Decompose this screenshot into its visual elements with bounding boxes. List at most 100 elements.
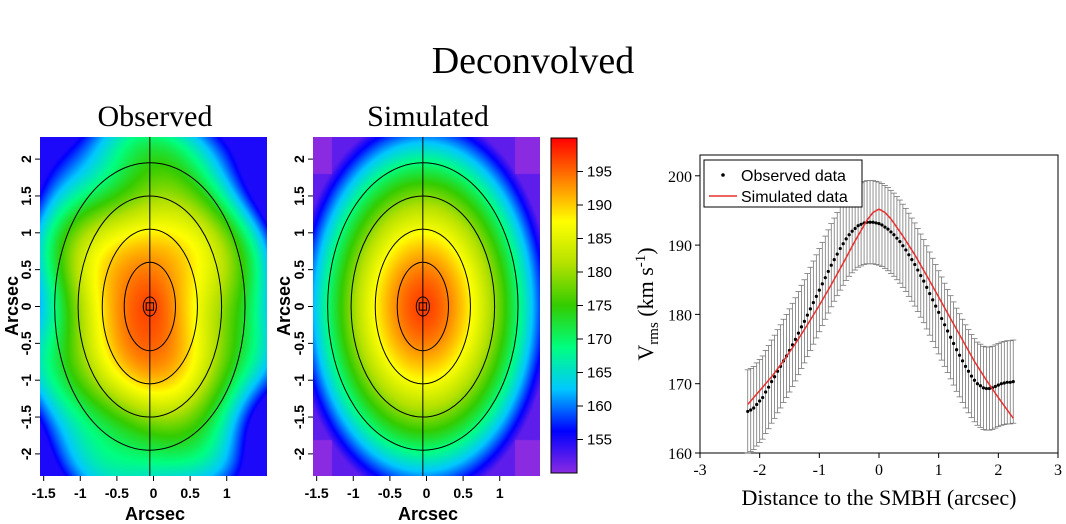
observed-point bbox=[811, 301, 815, 305]
colorbar-tick-label: 190 bbox=[587, 197, 612, 214]
observed-point bbox=[772, 375, 777, 379]
observed-point bbox=[937, 310, 941, 314]
observed-contours bbox=[54, 137, 246, 476]
observed-point bbox=[946, 329, 950, 333]
observed-point bbox=[835, 252, 839, 256]
observed-point bbox=[960, 359, 965, 363]
colorbar-tick-label: 160 bbox=[587, 398, 612, 415]
colorbar-tick-label: 195 bbox=[587, 164, 612, 181]
profile-x-tick-label: 2 bbox=[994, 462, 1002, 479]
ylabel-v: V bbox=[633, 345, 658, 361]
colorbar-tick-label: 185 bbox=[587, 231, 612, 248]
x-tick-label: 0 bbox=[423, 485, 431, 501]
simulated-velocity-map: -1.5 -1 -0.5 0 0.5 1 -2 -1.5 -1 -0.5 0 0.5 1 1.5 2 bbox=[291, 137, 540, 501]
simulated-xlabel: Arcsec bbox=[398, 504, 458, 524]
observed-panel-title: Observed bbox=[98, 100, 213, 133]
observed-point bbox=[943, 323, 947, 327]
observed-errorbars bbox=[744, 180, 1017, 454]
observed-point bbox=[928, 292, 932, 296]
observed-point bbox=[755, 402, 759, 407]
observed-xlabel: Arcsec bbox=[125, 504, 185, 524]
observed-point bbox=[1011, 380, 1015, 384]
observed-point bbox=[969, 374, 974, 378]
observed-ylabel: Arcsec bbox=[2, 276, 22, 336]
observed-point bbox=[895, 236, 899, 240]
profile-x-tick-label: -3 bbox=[693, 462, 706, 479]
observed-points bbox=[746, 220, 1015, 414]
figure-title: Deconvolved bbox=[432, 40, 635, 82]
y-tick-label: -2 bbox=[291, 447, 307, 460]
observed-point bbox=[793, 337, 798, 341]
observed-point bbox=[823, 276, 827, 280]
profile-legend: Observed data Simulated data bbox=[703, 159, 863, 208]
colorbar: 155 160 165 170 175 180 185 190 195 bbox=[550, 137, 612, 474]
observed-point bbox=[764, 390, 768, 394]
observed-point bbox=[892, 233, 896, 237]
observed-point bbox=[957, 353, 962, 357]
observed-point bbox=[889, 230, 893, 234]
observed-point bbox=[826, 269, 830, 274]
observed-point bbox=[934, 304, 938, 308]
observed-point bbox=[966, 369, 971, 373]
observed-point bbox=[972, 378, 977, 382]
ylabel-units: (km s bbox=[633, 267, 658, 317]
y-tick-label: -0.5 bbox=[18, 331, 34, 355]
colorbar-tick-label: 175 bbox=[587, 298, 612, 315]
profile-y-tick-label: 160 bbox=[668, 446, 692, 463]
observed-point bbox=[916, 268, 920, 272]
profile-x-tick-label: -2 bbox=[753, 462, 766, 479]
x-tick-label: -0.5 bbox=[378, 485, 402, 501]
legend-observed-label: Observed data bbox=[741, 168, 846, 185]
simulated-contours bbox=[327, 137, 519, 476]
profile-x-tick-label: 3 bbox=[1054, 462, 1062, 479]
observed-point bbox=[817, 288, 821, 292]
observed-point bbox=[949, 335, 953, 339]
observed-point bbox=[999, 382, 1003, 386]
simulated-map-axes: -1.5 -1 -0.5 0 0.5 1 -2 -1.5 -1 -0.5 0 0.5 1 1.5 2 bbox=[291, 155, 504, 501]
profile-x-tick-label: -1 bbox=[813, 462, 826, 479]
legend-simulated-label: Simulated data bbox=[741, 189, 848, 206]
x-tick-label: 0 bbox=[150, 485, 158, 501]
legend-observed-marker bbox=[721, 173, 725, 177]
y-tick-label: 0 bbox=[291, 302, 307, 310]
observed-point bbox=[874, 221, 878, 225]
observed-point bbox=[770, 380, 774, 384]
y-tick-label: -1 bbox=[18, 374, 34, 387]
ylabel-units-sup: -1 bbox=[633, 255, 649, 268]
observed-point bbox=[978, 384, 983, 388]
observed-point bbox=[913, 262, 917, 267]
profile-xlabel: Distance to the SMBH (arcsec) bbox=[742, 485, 1017, 510]
observed-point bbox=[868, 220, 872, 224]
observed-point bbox=[886, 227, 890, 231]
observed-point bbox=[841, 242, 845, 246]
observed-point bbox=[877, 222, 881, 226]
observed-point bbox=[883, 225, 887, 229]
profile-ylabel: Vrms (km s-1) bbox=[633, 247, 662, 360]
y-tick-label: 0.5 bbox=[18, 260, 34, 280]
observed-point bbox=[984, 386, 989, 391]
legend-box bbox=[703, 159, 863, 208]
y-tick-label: 1.5 bbox=[291, 186, 307, 206]
observed-point bbox=[963, 364, 968, 368]
observed-point bbox=[975, 382, 980, 386]
profile-x-tick-label: 0 bbox=[875, 462, 883, 479]
observed-point bbox=[799, 325, 804, 329]
observed-point bbox=[802, 319, 807, 323]
observed-point bbox=[761, 395, 765, 400]
profile-y-tick-label: 180 bbox=[668, 307, 692, 324]
observed-point bbox=[746, 409, 750, 414]
observed-point bbox=[931, 298, 935, 302]
x-tick-label: -1 bbox=[347, 485, 360, 501]
x-tick-label: 1 bbox=[496, 485, 504, 501]
observed-point bbox=[940, 316, 944, 321]
x-tick-label: 0.5 bbox=[180, 485, 200, 501]
y-tick-label: 2 bbox=[18, 155, 34, 163]
profile-axes-ticks: -3 -2 -1 0 1 2 3 160 170 180 190 200 bbox=[668, 169, 1062, 479]
observed-point bbox=[898, 240, 902, 244]
observed-point bbox=[832, 258, 836, 262]
observed-point bbox=[907, 253, 911, 257]
observed-point bbox=[922, 279, 926, 283]
y-tick-label: 1.5 bbox=[18, 186, 34, 206]
